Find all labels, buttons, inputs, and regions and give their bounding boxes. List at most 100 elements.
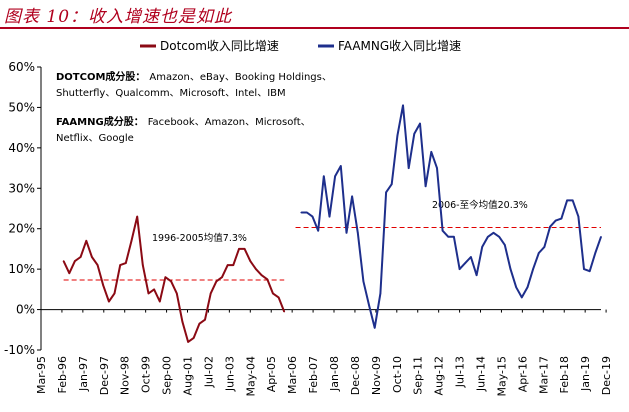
dotcom-members-line2: Shutterfly、Qualcomm、Microsoft、Intel、IBM <box>56 88 286 99</box>
series-lines <box>62 104 602 343</box>
x-tick-label: Jul-02 <box>202 356 215 388</box>
faamng-series-line <box>301 104 602 329</box>
dotcom-point <box>74 260 76 262</box>
faamng-point <box>475 274 478 277</box>
dotcom-point <box>153 288 155 291</box>
faamng-point <box>362 280 365 283</box>
dotcom-point <box>283 310 286 313</box>
x-tick-label: Jul-13 <box>454 356 467 388</box>
faamng-point <box>413 132 416 135</box>
dotcom-point <box>164 276 167 279</box>
faamng-point <box>340 165 342 167</box>
faamng-point <box>328 215 331 218</box>
faamng-point <box>385 191 387 194</box>
dotcom-point <box>68 272 71 275</box>
x-tick-label: Feb-18 <box>558 356 571 393</box>
faamng-point <box>436 167 438 169</box>
dotcom-point <box>187 341 189 343</box>
faamng-point <box>566 199 568 202</box>
faamng-point <box>334 175 336 177</box>
faamng-point <box>571 199 574 202</box>
faamng-point <box>390 183 393 185</box>
dotcom-average-label: 1996-2005均值7.3% <box>152 232 247 244</box>
faamng-point <box>407 167 410 169</box>
faamng-point <box>357 232 359 234</box>
dotcom-point <box>159 300 161 303</box>
dotcom-point <box>226 264 229 266</box>
dotcom-point <box>91 256 93 258</box>
dotcom-point <box>113 292 116 295</box>
faamng-point <box>453 236 455 238</box>
dotcom-point <box>181 320 184 323</box>
x-tick-label: Apr-05 <box>265 356 278 392</box>
faamng-point <box>424 185 427 188</box>
y-tick-label: 60% <box>8 60 35 74</box>
x-tick-label: Jun-14 <box>475 356 488 392</box>
dotcom-point <box>170 280 172 283</box>
faamng-point <box>554 219 557 222</box>
x-tick-label: Feb-07 <box>307 356 320 393</box>
dotcom-point <box>108 300 110 303</box>
faamng-point <box>345 232 348 234</box>
faamng-point <box>481 246 484 248</box>
x-tick-label: Aug-12 <box>433 356 446 395</box>
faamng-point <box>323 175 325 177</box>
x-tick-label: Sep-00 <box>161 356 174 395</box>
dotcom-point <box>215 280 218 283</box>
member-notes: DOTCOM成分股： Amazon、eBay、Booking Holdings、 … <box>56 70 332 144</box>
faamng-point <box>492 232 495 234</box>
faamng-point <box>373 327 376 329</box>
dotcom-point <box>130 240 133 242</box>
dotcom-point <box>238 248 240 250</box>
x-tick-label: Oct-10 <box>391 356 404 393</box>
faamng-point <box>396 134 399 137</box>
dotcom-point <box>79 256 82 258</box>
dotcom-point <box>272 292 274 295</box>
x-tick-label: Mar-95 <box>35 356 48 394</box>
faamng-point <box>306 211 308 214</box>
faamng-members-note: FAAMNG成分股： Facebook、Amazon、Microsoft、 <box>56 115 311 128</box>
faamng-members-line1: Facebook、Amazon、Microsoft、 <box>148 117 311 128</box>
faamng-point <box>577 215 580 218</box>
figure-title: 图表 10：收入增速也是如此 <box>4 7 233 27</box>
legend-label-faamng: FAAMNG收入同比增速 <box>338 39 461 53</box>
dotcom-point <box>125 262 127 264</box>
x-tick-label: Jan-08 <box>328 356 341 392</box>
x-tick-label: May-15 <box>495 356 508 397</box>
x-tick-label: Mar-17 <box>537 356 550 394</box>
faamng-members-line2: Netflix、Google <box>56 133 134 144</box>
dotcom-point <box>102 284 104 287</box>
x-tick-label: Jan-19 <box>579 356 592 392</box>
faamng-point <box>368 304 370 307</box>
axes: -10% 0% 10% 20% 30% 40% 50% 60% Mar-95 Feb-96 Jan-… <box>4 60 613 397</box>
dotcom-point <box>119 264 121 266</box>
dotcom-point <box>277 296 280 299</box>
dotcom-point <box>204 318 206 321</box>
x-tick-label: Nov-98 <box>119 356 132 395</box>
faamng-point <box>588 270 591 273</box>
y-tick-label: 20% <box>8 222 35 236</box>
dotcom-point <box>176 292 178 295</box>
faamng-average-label: 2006-至今均值20.3% <box>432 199 528 211</box>
x-tick-label: Feb-96 <box>56 356 69 393</box>
faamng-point <box>532 268 534 270</box>
faamng-point <box>526 286 529 289</box>
faamng-point <box>402 104 404 107</box>
legend-label-dotcom: Dotcom收入同比增速 <box>160 39 279 53</box>
y-tick-label: 0% <box>16 303 35 317</box>
faamng-point <box>351 195 353 198</box>
faamng-point <box>509 268 512 270</box>
x-tick-label: Oct-99 <box>140 356 153 393</box>
title-rule <box>0 27 629 29</box>
faamng-point <box>317 229 320 232</box>
faamng-point <box>521 296 523 299</box>
faamng-point <box>419 122 421 125</box>
faamng-point <box>470 256 472 258</box>
faamng-point <box>549 225 551 228</box>
x-tick-label: Jun-03 <box>223 356 236 392</box>
faamng-point <box>543 246 546 248</box>
dotcom-point <box>96 264 99 266</box>
x-tick-label: Dec-08 <box>349 356 362 395</box>
dotcom-members-note: DOTCOM成分股： Amazon、eBay、Booking Holdings、 <box>56 70 332 83</box>
